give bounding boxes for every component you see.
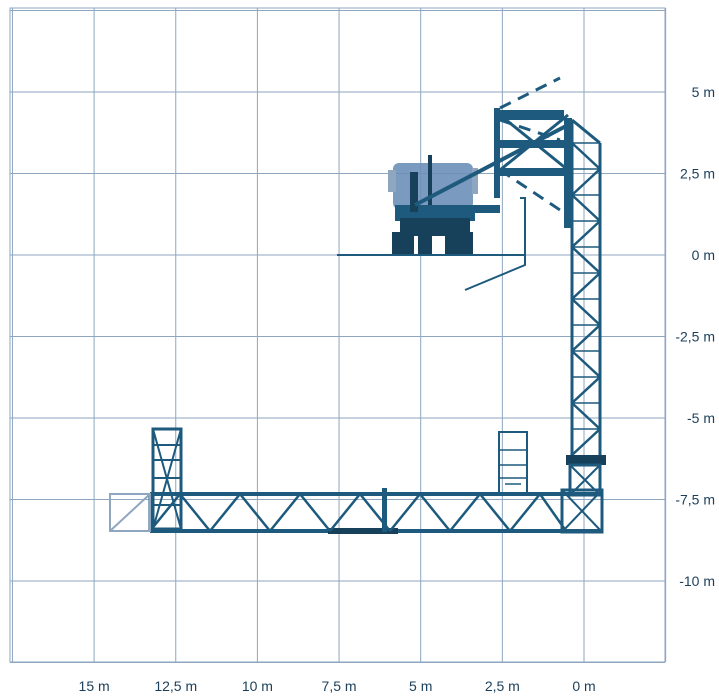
platform-brace: [179, 493, 211, 532]
platform-brace: [239, 493, 271, 532]
mast-brace: [571, 142, 601, 170]
y-tick-label: -7,5 m: [675, 492, 715, 508]
platform-lattice: [149, 493, 568, 532]
mast-lattice: [571, 142, 601, 456]
platform-center-post: [382, 488, 387, 532]
x-tick-label: 5 m: [409, 678, 432, 694]
work-basket-icon: [498, 431, 528, 495]
platform-brace: [209, 493, 241, 532]
mast-brace: [571, 194, 601, 222]
mast-brace: [571, 272, 601, 300]
truck-chassis-icon: [388, 155, 500, 254]
left-end-tower: [151, 427, 183, 531]
mast-brace: [571, 376, 601, 404]
platform-brace: [509, 493, 541, 532]
mast-brace: [571, 428, 601, 456]
y-tick-label: 0 m: [692, 247, 715, 263]
x-tick-label: 0 m: [572, 678, 595, 694]
y-tick-label: 2,5 m: [680, 166, 715, 182]
platform-brace: [538, 493, 568, 532]
road-deck: [337, 197, 526, 291]
x-tick-label: 2,5 m: [485, 678, 520, 694]
mast-brace: [571, 168, 601, 196]
mast-brace: [571, 324, 601, 352]
platform-brace: [449, 493, 481, 532]
platform-extension-ghost: [109, 493, 151, 532]
x-axis-tick-labels: 15 m 12,5 m 10 m 7,5 m 5 m 2,5 m 0 m: [79, 678, 596, 694]
mast-brace: [571, 350, 601, 378]
x-tick-label: 15 m: [79, 678, 110, 694]
y-tick-label: -2,5 m: [675, 329, 715, 345]
upper-boom-assembly: [414, 76, 569, 212]
y-axis-tick-labels: 5 m 2,5 m 0 m -2,5 m -5 m -7,5 m -10 m: [675, 84, 715, 589]
platform-brace: [269, 493, 301, 532]
y-tick-label: -5 m: [687, 410, 715, 426]
platform-brace: [479, 493, 511, 532]
platform-brace: [389, 493, 421, 532]
x-tick-label: 10 m: [242, 678, 273, 694]
y-tick-label: 5 m: [692, 84, 715, 100]
y-tick-label: -10 m: [679, 573, 715, 589]
mast-brace: [571, 402, 601, 430]
mast-brace: [571, 298, 601, 326]
x-tick-label: 7,5 m: [322, 678, 357, 694]
grid-border: [9, 7, 666, 663]
mast-brace: [571, 220, 601, 248]
platform-brace: [299, 493, 331, 532]
grid: [9, 7, 667, 663]
platform-brace: [419, 493, 451, 532]
platform-brace: [329, 493, 361, 532]
mast-brace: [571, 246, 601, 274]
x-tick-label: 12,5 m: [154, 678, 197, 694]
